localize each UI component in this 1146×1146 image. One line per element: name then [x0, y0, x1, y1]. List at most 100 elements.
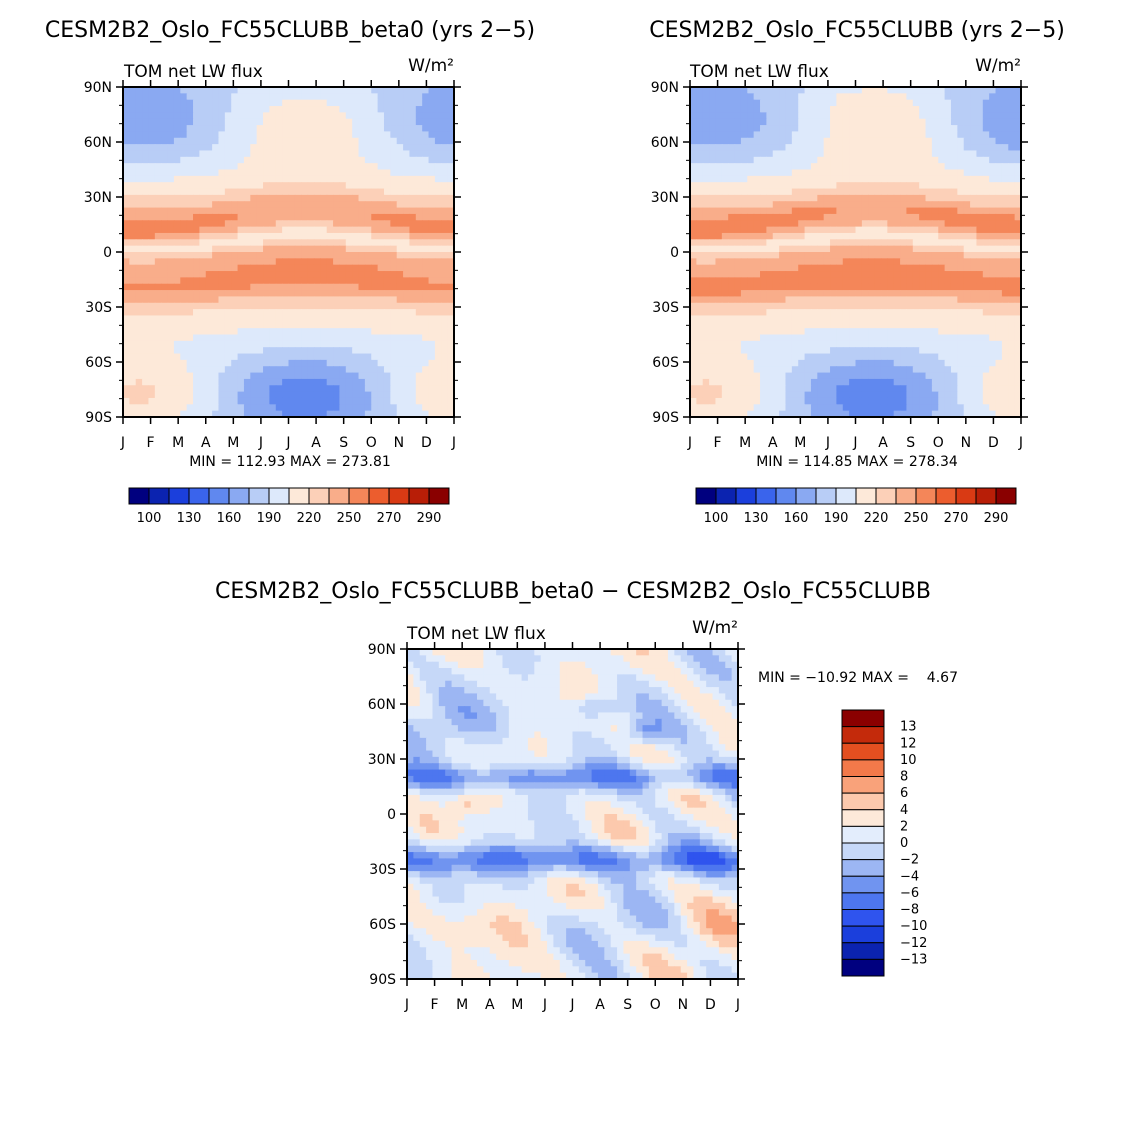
panel2-field-cell	[753, 321, 761, 329]
panel2-field-cell	[690, 213, 697, 221]
panel2-field-cell	[715, 150, 723, 158]
panel1-field-cell	[148, 397, 156, 405]
panel1-field-cell	[447, 334, 455, 342]
panel1-field-cell	[339, 87, 347, 94]
panel1-field-cell	[364, 131, 372, 139]
panel2-field-cell	[950, 245, 958, 253]
panel2-field-cell	[868, 156, 876, 164]
panel2-field-cell	[861, 264, 869, 272]
panel1-field-cell	[263, 106, 271, 113]
panel2-field-cell	[728, 182, 736, 190]
panel2-field-cell	[976, 283, 984, 291]
panel1-field-cell	[142, 290, 150, 298]
panel1-field-cell	[441, 283, 449, 291]
panel1-field-cell	[320, 347, 328, 355]
panel2-field-cell	[970, 169, 978, 177]
panel1-field-cell	[154, 372, 162, 380]
panel1-field-cell	[422, 156, 430, 164]
panel1-field-cell	[263, 169, 271, 177]
panel1-field-cell	[434, 353, 442, 361]
panel1-field-cell	[377, 118, 385, 126]
panel2-field-cell	[740, 271, 748, 278]
panel1-field-cell	[288, 226, 296, 234]
panel1-field-cell	[154, 207, 162, 215]
panel1-field-cell	[186, 220, 194, 228]
panel2-field-cell	[963, 163, 971, 171]
panel2-field-cell	[880, 264, 888, 272]
panel2-field-cell	[817, 220, 825, 228]
panel1-field-cell	[123, 340, 130, 348]
panel1-field-cell	[307, 175, 315, 183]
panel2-field-cell	[963, 106, 971, 113]
panel1-field-cell	[383, 366, 391, 374]
panel1-field-cell	[434, 226, 442, 234]
panel1-field-cell	[301, 359, 309, 367]
panel2-field-cell	[944, 302, 952, 310]
panel2-field-cell	[715, 93, 723, 101]
panel1-field-cell	[447, 258, 455, 266]
panel2-field-cell	[887, 118, 895, 126]
panel1-field-cell	[173, 315, 181, 323]
panel1-field-cell	[129, 366, 137, 374]
panel2-field-cell	[861, 106, 869, 113]
panel2-field-cell	[995, 232, 1003, 240]
panel1-field-cell	[294, 144, 302, 152]
panel1-field-cell	[288, 404, 296, 412]
panel1-field-cell	[237, 315, 245, 323]
panel1-field-cell	[415, 99, 423, 107]
panel1-field-cell	[263, 99, 271, 107]
panel2-field-cell	[989, 328, 997, 336]
panel2-field-cell	[740, 112, 748, 120]
panel2-field-cell	[893, 232, 901, 240]
panel2-field-cell	[696, 213, 704, 221]
panel2-field-cell	[950, 340, 958, 348]
panel1-field-cell	[403, 169, 411, 177]
panel2-field-cell	[747, 213, 755, 221]
panel1-field-cell	[441, 220, 449, 228]
panel1-field-cell	[415, 239, 423, 247]
panel2-field-cell	[779, 144, 787, 152]
panel2-field-cell	[989, 321, 997, 329]
panel2-field-cell	[791, 131, 799, 139]
panel1-field-cell	[288, 207, 296, 215]
panel2-field-cell	[855, 156, 863, 164]
panel2-field-cell	[715, 169, 723, 177]
panel2-field-cell	[702, 118, 710, 126]
panel1-field-cell	[142, 264, 150, 272]
panel1-field-cell	[371, 258, 379, 266]
panel2-field-cell	[944, 277, 952, 285]
panel1-field-cell	[415, 302, 423, 310]
panel1-field-cell	[409, 156, 417, 164]
panel1-field-cell	[148, 340, 156, 348]
panel2-field-cell	[938, 213, 946, 221]
panel2-field-cell	[900, 258, 908, 266]
panel2-field-cell	[900, 232, 908, 240]
panel2-field-cell	[970, 220, 978, 228]
panel2-field-cell	[931, 194, 939, 202]
panel1-field-cell	[313, 397, 321, 405]
panel2-field-cell	[893, 226, 901, 234]
panel1-field-cell	[428, 106, 436, 113]
panel2-field-cell	[760, 131, 767, 139]
panel1-field-cell	[199, 258, 207, 266]
panel1-field-cell	[161, 131, 169, 139]
panel1-field-cell	[434, 194, 442, 202]
panel2-field-cell	[995, 334, 1003, 342]
panel1-field-cell	[333, 404, 341, 412]
panel1-field-cell	[205, 169, 213, 177]
panel2-field-cell	[766, 99, 774, 107]
panel2-field-cell	[995, 264, 1003, 272]
panel1-field-cell	[282, 201, 290, 209]
panel1-field-cell	[269, 391, 277, 399]
panel1-field-cell	[383, 150, 391, 158]
panel1-field-cell	[135, 359, 143, 367]
panel2-field-cell	[880, 277, 888, 285]
panel2-field-cell	[849, 334, 857, 342]
panel1-field-cell	[173, 258, 181, 266]
panel2-field-cell	[715, 264, 723, 272]
panel2-field-cell	[887, 163, 895, 171]
panel2-field-cell	[804, 93, 812, 101]
panel2-field-cell	[995, 220, 1003, 228]
panel2-field-cell	[836, 99, 844, 107]
panel1-field-cell	[154, 144, 162, 152]
